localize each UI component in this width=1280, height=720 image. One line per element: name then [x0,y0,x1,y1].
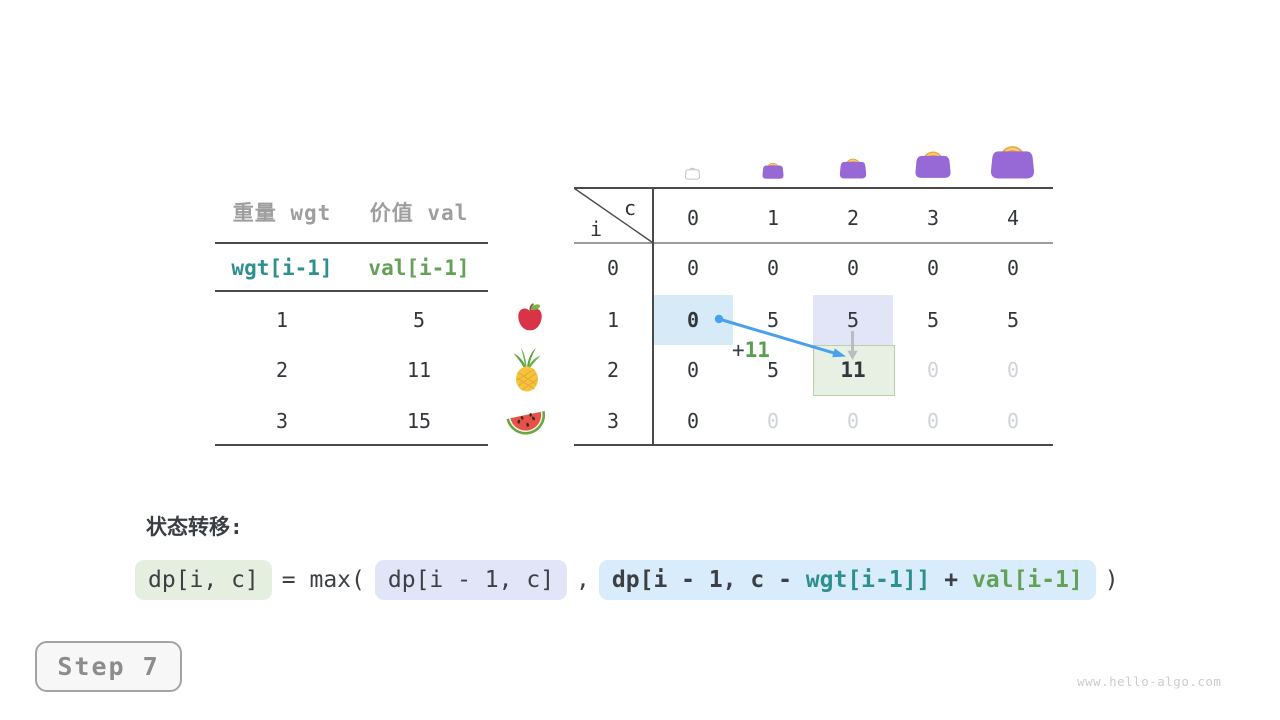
item-table-header-weight: 重量 wgt [232,201,332,225]
bag-icon [762,162,784,179]
dp-row-header: 1 [606,308,620,332]
dp-cell-source: 5 [846,308,860,332]
dp-table-bottom-border [574,444,1053,446]
dp-col-header: 0 [686,206,700,230]
bag-icon [990,146,1035,179]
plus-sign: + [732,338,745,362]
dp-cell: 0 [846,256,860,280]
formula-arg2-plus: + [930,567,972,593]
dp-cell: 5 [766,308,780,332]
dp-cell-target: 11 [840,358,866,382]
dp-cell: 5 [926,308,940,332]
transition-value-label: +11 [732,338,770,362]
dp-cell: 5 [1006,308,1020,332]
dp-cell: 0 [926,256,940,280]
dp-col-header: 1 [766,206,780,230]
formula-arg2-prefix: dp[i - 1, c - [611,567,806,593]
state-transition-formula: dp[i, c] = max( dp[i - 1, c] , dp[i - 1,… [135,560,1119,601]
item-weight: 2 [275,358,289,382]
dp-cell-unfilled: 0 [846,409,860,433]
item-value: 5 [412,308,426,332]
dp-col-header: 3 [926,206,940,230]
dp-cell: 0 [686,256,700,280]
formula-closing-paren: ) [1104,567,1119,594]
formula-arg2-wgt: wgt[i-1]] [805,567,931,593]
watermelon-icon [506,410,546,435]
dp-row-header: 2 [606,358,620,382]
dp-cell: 0 [686,358,700,382]
apple-icon [518,303,542,331]
formula-arg1-pill: dp[i - 1, c] [374,560,568,601]
dp-table-vertical-border [652,187,654,446]
dp-cell: 0 [1006,256,1020,280]
watermark: www.hello-algo.com [1077,674,1222,689]
dp-col-header: 2 [846,206,860,230]
dp-cell: 0 [686,409,700,433]
pineapple-icon [513,348,541,392]
dp-corner-col-var: c [623,196,637,220]
state-transition-heading: 状态转移: [146,515,243,539]
step-badge: Step 7 [35,641,182,692]
formula-lhs-pill: dp[i, c] [135,560,272,601]
item-table-wgt-index: wgt[i-1] [231,256,333,280]
bag-outline-icon [684,167,701,180]
item-value: 11 [406,358,432,382]
item-value: 15 [406,409,432,433]
dp-corner-row-var: i [589,217,603,241]
dp-row-header: 3 [606,409,620,433]
dp-table-header-border [574,242,1053,244]
dp-cell-unfilled: 0 [926,409,940,433]
formula-separator: , [576,567,590,594]
dp-col-header: 4 [1006,206,1020,230]
bag-icon [915,151,951,178]
formula-arg2-val: val[i-1] [971,567,1083,593]
item-table-header-value: 价值 val [369,201,469,225]
item-table-mid-border [215,290,488,292]
dp-cell-unfilled: 0 [926,358,940,382]
dp-cell: 0 [766,256,780,280]
dp-row-header: 0 [606,256,620,280]
bag-icon [839,158,867,179]
item-table-val-index: val[i-1] [368,256,470,280]
dp-cell-unfilled: 0 [766,409,780,433]
dp-cell: 5 [766,358,780,382]
dp-cell-unfilled: 0 [1006,358,1020,382]
dp-table-top-border [574,187,1053,189]
step-label: Step 7 [57,652,160,681]
item-table-top-border [215,242,488,244]
added-value: 11 [744,338,770,362]
dp-cell-source: 0 [686,308,700,332]
item-table-bottom-border [215,444,488,446]
item-weight: 1 [275,308,289,332]
dp-cell-unfilled: 0 [1006,409,1020,433]
dp-corner-diagonal-line [574,187,653,244]
item-weight: 3 [275,409,289,433]
formula-operator: = max( [281,567,365,594]
formula-arg2-pill: dp[i - 1, c - wgt[i-1]] + val[i-1] [598,560,1096,601]
